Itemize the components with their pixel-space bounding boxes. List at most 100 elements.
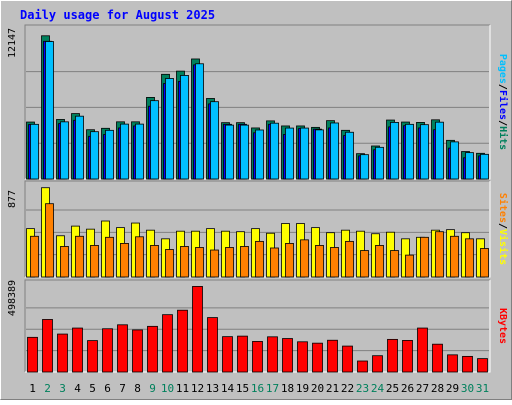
x-tick-day-19: 19 <box>296 382 309 395</box>
bar-pages-day-4 <box>75 115 84 180</box>
x-tick-day-4: 4 <box>74 382 81 395</box>
bar-sites-day-30 <box>465 238 474 278</box>
bar-pages-day-7 <box>120 123 129 180</box>
bar-pages-day-13 <box>210 101 219 180</box>
bar-sites-day-13 <box>210 249 219 278</box>
bar-sites-day-25 <box>390 250 399 278</box>
bar-kbytes-day-24 <box>372 355 383 373</box>
bar-pages-day-16 <box>255 129 264 180</box>
bar-sites-day-23 <box>360 250 369 278</box>
x-tick-day-28: 28 <box>431 382 444 395</box>
bar-pages-day-5 <box>90 131 99 180</box>
bar-pages-day-20 <box>315 129 324 180</box>
x-tick-day-20: 20 <box>311 382 324 395</box>
plot-border-shadow-hits <box>24 24 490 179</box>
bar-pages-day-23 <box>360 154 369 180</box>
x-tick-day-17: 17 <box>266 382 279 395</box>
legend-kbytes: KBytes <box>497 308 508 344</box>
plot-border-shadow-kbytes <box>24 279 490 372</box>
x-tick-day-31: 31 <box>476 382 489 395</box>
bar-pages-day-22 <box>345 131 354 180</box>
bar-pages-day-2 <box>45 41 54 180</box>
bar-pages-day-15 <box>240 124 249 180</box>
bar-pages-day-8 <box>135 123 144 180</box>
y-max-label: 877 <box>7 190 18 208</box>
bar-pages-day-26 <box>405 123 414 180</box>
bar-sites-day-7 <box>120 243 129 278</box>
bar-kbytes-day-27 <box>417 327 428 373</box>
bar-kbytes-day-16 <box>252 341 263 373</box>
legend-pages: Pages <box>497 54 508 84</box>
bar-kbytes-day-14 <box>222 336 233 373</box>
plot-border-shadow-visits <box>24 180 490 277</box>
bar-kbytes-day-7 <box>117 324 128 373</box>
bar-sites-day-5 <box>90 245 99 278</box>
x-tick-day-13: 13 <box>206 382 219 395</box>
bar-kbytes-day-13 <box>207 317 218 373</box>
bar-kbytes-day-9 <box>147 325 158 373</box>
x-tick-day-5: 5 <box>89 382 96 395</box>
x-tick-day-24: 24 <box>371 382 385 395</box>
x-tick-day-6: 6 <box>104 382 111 395</box>
bar-pages-day-31 <box>480 153 489 180</box>
bar-sites-day-2 <box>45 203 54 278</box>
bar-sites-day-17 <box>270 247 279 278</box>
bar-pages-day-11 <box>180 75 189 180</box>
bar-kbytes-day-31 <box>477 358 488 373</box>
bar-pages-day-19 <box>300 127 309 180</box>
bar-kbytes-day-12 <box>192 286 203 373</box>
bar-kbytes-day-2 <box>42 319 53 373</box>
label-separator: / <box>497 223 508 229</box>
y-max-label: 12147 <box>7 28 18 58</box>
bar-kbytes-day-10 <box>162 314 173 373</box>
bar-sites-day-1 <box>30 235 39 278</box>
bar-sites-day-9 <box>150 245 159 278</box>
bar-sites-day-14 <box>225 247 234 278</box>
bar-pages-day-28 <box>435 121 444 180</box>
bar-sites-day-29 <box>450 235 459 278</box>
bar-kbytes-day-1 <box>27 336 38 373</box>
bar-sites-day-22 <box>345 240 354 278</box>
bar-pages-day-9 <box>150 100 159 180</box>
bar-kbytes-day-4 <box>72 327 83 373</box>
bar-pages-day-21 <box>330 122 339 180</box>
bar-kbytes-day-30 <box>462 355 473 373</box>
bar-pages-day-1 <box>30 123 39 180</box>
bar-pages-day-30 <box>465 152 474 180</box>
bar-kbytes-day-25 <box>387 338 398 373</box>
bar-sites-day-18 <box>285 243 294 278</box>
bar-kbytes-day-28 <box>432 343 443 373</box>
bar-pages-day-14 <box>225 124 234 180</box>
x-axis-tick-labels: 1 2 3 4 5 6 7 8 9 10 11 12 13 14 15 16 17 18 19 20 21 22 23 24 2… <box>29 382 489 395</box>
bar-pages-day-27 <box>420 124 429 180</box>
bar-pages-day-18 <box>285 127 294 180</box>
bar-sites-day-21 <box>330 247 339 278</box>
bar-pages-day-29 <box>450 141 459 180</box>
chart-title: Daily usage for August 2025 <box>20 8 215 22</box>
label-separator: / <box>497 120 508 126</box>
bar-sites-day-31 <box>480 248 489 278</box>
x-tick-day-11: 11 <box>176 382 189 395</box>
x-tick-day-9: 9 <box>149 382 156 395</box>
bar-sites-day-4 <box>75 235 84 278</box>
bar-kbytes-day-22 <box>342 345 353 373</box>
x-tick-day-27: 27 <box>416 382 429 395</box>
legend-hits: Hits <box>497 126 509 150</box>
bar-kbytes-day-20 <box>312 342 323 373</box>
label-separator: / <box>497 84 508 90</box>
bar-sites-day-11 <box>180 246 189 278</box>
bar-sites-day-24 <box>375 245 384 278</box>
bar-pages-day-6 <box>105 129 114 180</box>
x-tick-day-12: 12 <box>191 382 204 395</box>
x-tick-day-18: 18 <box>281 382 294 395</box>
bar-pages-day-3 <box>60 121 69 180</box>
x-tick-day-2: 2 <box>44 382 51 395</box>
bar-sites-day-28 <box>435 231 444 278</box>
x-tick-day-21: 21 <box>326 382 339 395</box>
x-tick-day-15: 15 <box>236 382 249 395</box>
legend-hits-files-pages: Pages/Files/Hits <box>497 54 509 150</box>
bar-kbytes-day-8 <box>132 329 143 373</box>
